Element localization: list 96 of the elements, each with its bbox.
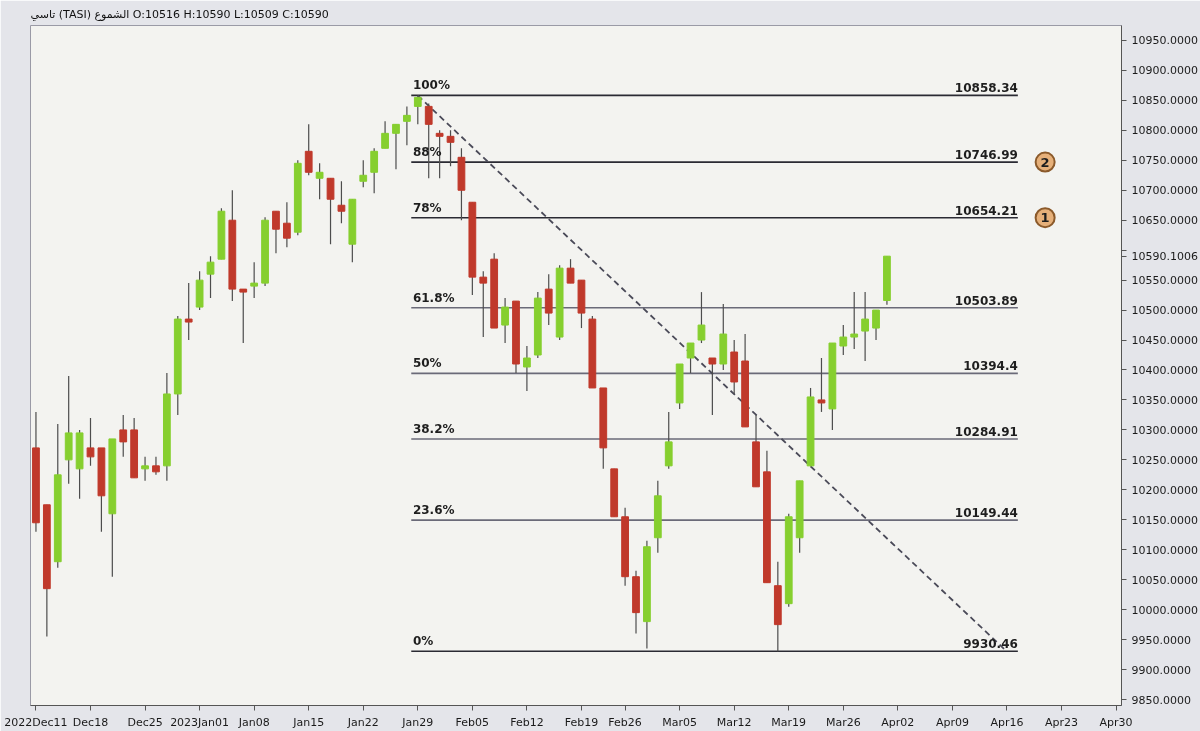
y-tick-label: 10850.0000 <box>1131 94 1198 108</box>
x-tick-label: Apr30 <box>1099 715 1133 729</box>
y-tick-label: 9850.0000 <box>1131 693 1191 707</box>
candlestick <box>239 288 248 344</box>
candlestick <box>337 180 346 224</box>
ref-line-label: 10284.91 <box>954 424 1018 439</box>
x-tick-label: Dec18 <box>72 715 109 729</box>
ref-line-label: 10746.99 <box>954 148 1018 163</box>
candlestick <box>359 159 368 188</box>
y-tick-label: 10950.0000 <box>1131 34 1198 48</box>
x-tick-label: Feb26 <box>608 715 642 729</box>
y-tick-label: 10700.0000 <box>1131 184 1198 198</box>
y-tick-label: 9900.0000 <box>1131 663 1191 677</box>
annotation: 61.8% <box>412 290 455 305</box>
candlestick <box>664 411 673 470</box>
x-tick-label: Apr02 <box>881 715 915 729</box>
candlestick <box>446 129 455 167</box>
y-tick-label: 10350.0000 <box>1131 393 1198 407</box>
candlestick <box>152 456 160 476</box>
x-tick-label: Jan08 <box>237 715 270 729</box>
candlestick <box>544 273 553 326</box>
annotation: 100% <box>412 78 450 93</box>
y-tick-label: 10900.0000 <box>1131 64 1198 78</box>
x-tick-label: Dec25 <box>127 715 163 729</box>
y-tick-label: 10300.0000 <box>1131 423 1198 437</box>
x-tick-label: Mar26 <box>825 715 861 729</box>
candlestick <box>141 456 149 482</box>
annotation: 0% <box>412 634 434 649</box>
annotation: 50% <box>412 356 442 371</box>
x-tick-label: Apr09 <box>935 715 969 729</box>
y-tick-label: 10590.1006 <box>1131 250 1198 264</box>
annotation: 23.6% <box>412 503 455 518</box>
ref-line-label: 9930.46 <box>963 637 1018 652</box>
y-tick-label: 10400.0000 <box>1131 363 1198 377</box>
ref-line-label: 10654.21 <box>954 203 1018 218</box>
y-tick-label: 9950.0000 <box>1131 633 1191 647</box>
annotation: 1 <box>1040 210 1050 226</box>
ref-line-label: 10503.89 <box>954 293 1018 308</box>
y-tick-label: 10000.0000 <box>1131 603 1198 617</box>
candlestick <box>686 342 695 374</box>
candlestick <box>119 414 128 458</box>
annotation: 2 <box>1040 154 1050 170</box>
candlestick <box>839 324 848 356</box>
chart-title: تاسي (TASI) الشموع O:10516 H:10590 L:10509 C:10590 <box>30 7 329 21</box>
candlestick <box>326 177 335 245</box>
y-tick-label: 10200.0000 <box>1131 483 1198 497</box>
candlestick <box>479 270 488 338</box>
x-tick-label: 2022Dec11 <box>4 715 68 729</box>
candlestick <box>501 297 509 344</box>
ref-line-label: 10858.34 <box>954 81 1018 96</box>
y-tick-label: 10800.0000 <box>1131 124 1198 138</box>
candlestick <box>850 291 859 350</box>
ref-line-label: 10394.4 <box>963 359 1018 374</box>
candlestick <box>184 282 193 341</box>
candlestick <box>370 147 379 194</box>
x-tick-label: Mar19 <box>771 715 807 729</box>
x-tick-label: Jan15 <box>292 715 325 729</box>
candlestick <box>381 120 389 149</box>
x-tick-label: Mar12 <box>716 715 752 729</box>
y-tick-label: 10050.0000 <box>1131 573 1198 587</box>
candlestick <box>304 123 313 176</box>
candlestick <box>708 357 717 416</box>
candlestick <box>272 210 280 254</box>
candlestick <box>697 291 706 344</box>
ref-line-label: 10149.44 <box>954 506 1018 521</box>
x-tick-label: Feb12 <box>510 715 544 729</box>
x-tick-label: Apr23 <box>1044 715 1079 729</box>
y-tick-label: 10650.0000 <box>1131 214 1198 228</box>
candlestick <box>392 123 400 170</box>
candlestick <box>283 201 291 248</box>
y-tick-label: 10150.0000 <box>1131 513 1198 527</box>
candlestick <box>523 345 531 392</box>
candlestick <box>817 357 826 413</box>
x-tick-label: 2023Jan01 <box>170 715 230 729</box>
x-tick-label: Feb19 <box>564 715 599 729</box>
x-tick-label: Mar05 <box>662 715 698 729</box>
x-tick-label: Apr16 <box>990 715 1024 729</box>
x-tick-label: Feb05 <box>455 715 490 729</box>
annotation: 38.2% <box>412 421 455 436</box>
candlestick <box>872 309 880 341</box>
candlestick <box>315 162 324 200</box>
y-tick-label: 10450.0000 <box>1131 334 1198 348</box>
annotation: 78% <box>412 200 442 215</box>
candlestick <box>403 105 411 146</box>
x-tick-label: Jan29 <box>401 715 434 729</box>
y-tick-label: 10550.0000 <box>1131 274 1198 288</box>
y-tick-label: 10250.0000 <box>1131 453 1198 467</box>
x-tick-label: Jan22 <box>346 715 379 729</box>
y-tick-label: 10100.0000 <box>1131 543 1198 557</box>
candlestick <box>250 261 259 299</box>
candlestick <box>566 258 575 284</box>
candlestick <box>86 417 95 467</box>
candlestick <box>206 255 215 299</box>
y-tick-label: 10750.0000 <box>1131 154 1198 168</box>
y-tick-label: 10500.0000 <box>1131 304 1198 318</box>
candlestick <box>861 291 869 362</box>
